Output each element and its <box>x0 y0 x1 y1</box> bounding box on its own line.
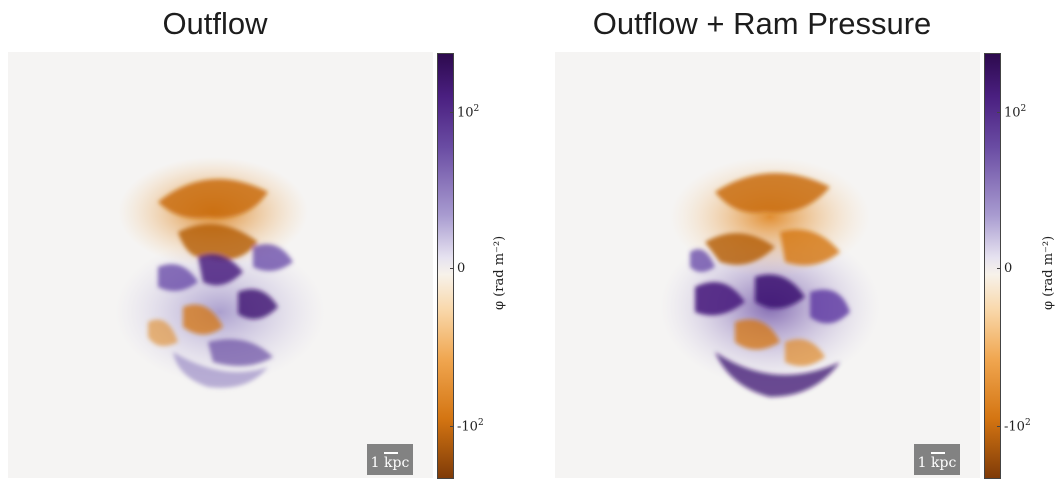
panel-title: Outflow + Ram Pressure <box>592 6 932 41</box>
scale-bar-label: 1 kpc <box>370 455 410 471</box>
colorbar-tick-label-top: 102 <box>1004 104 1027 121</box>
colorbar-tick <box>997 268 1001 269</box>
scale-bar: 1 kpc <box>367 444 413 475</box>
colorbar-tick <box>997 112 1001 113</box>
colorbar-tick <box>997 426 1001 427</box>
colorbar-tick-label-mid: 0 <box>1004 261 1013 276</box>
colorbar <box>984 53 1001 479</box>
colorbar-tick-label-top: 102 <box>457 104 480 121</box>
colorbar-tick <box>450 268 454 269</box>
colorbar-label: φ (rad m⁻²) <box>1041 235 1056 310</box>
scale-bar-label: 1 kpc <box>917 455 957 471</box>
colorbar-label: φ (rad m⁻²) <box>492 235 507 310</box>
scale-bar-line <box>931 452 945 454</box>
panel-outflow: Outflow <box>0 0 528 481</box>
colorbar-tick-label-bottom: -102 <box>457 418 484 435</box>
colorbar-tick-label-bottom: -102 <box>1004 418 1031 435</box>
colorbar-tick-label-mid: 0 <box>457 261 466 276</box>
colorbar-tick <box>450 426 454 427</box>
scale-bar: 1 kpc <box>914 444 960 475</box>
colorbar-tick <box>450 112 454 113</box>
rotation-measure-map <box>555 52 980 478</box>
rotation-measure-map <box>8 52 433 478</box>
colorbar <box>437 53 454 479</box>
scale-bar-line <box>384 452 398 454</box>
panel-title: Outflow <box>162 6 268 41</box>
panel-outflow-ram-pressure: Outflow + Ram Pressure <box>547 0 1057 481</box>
